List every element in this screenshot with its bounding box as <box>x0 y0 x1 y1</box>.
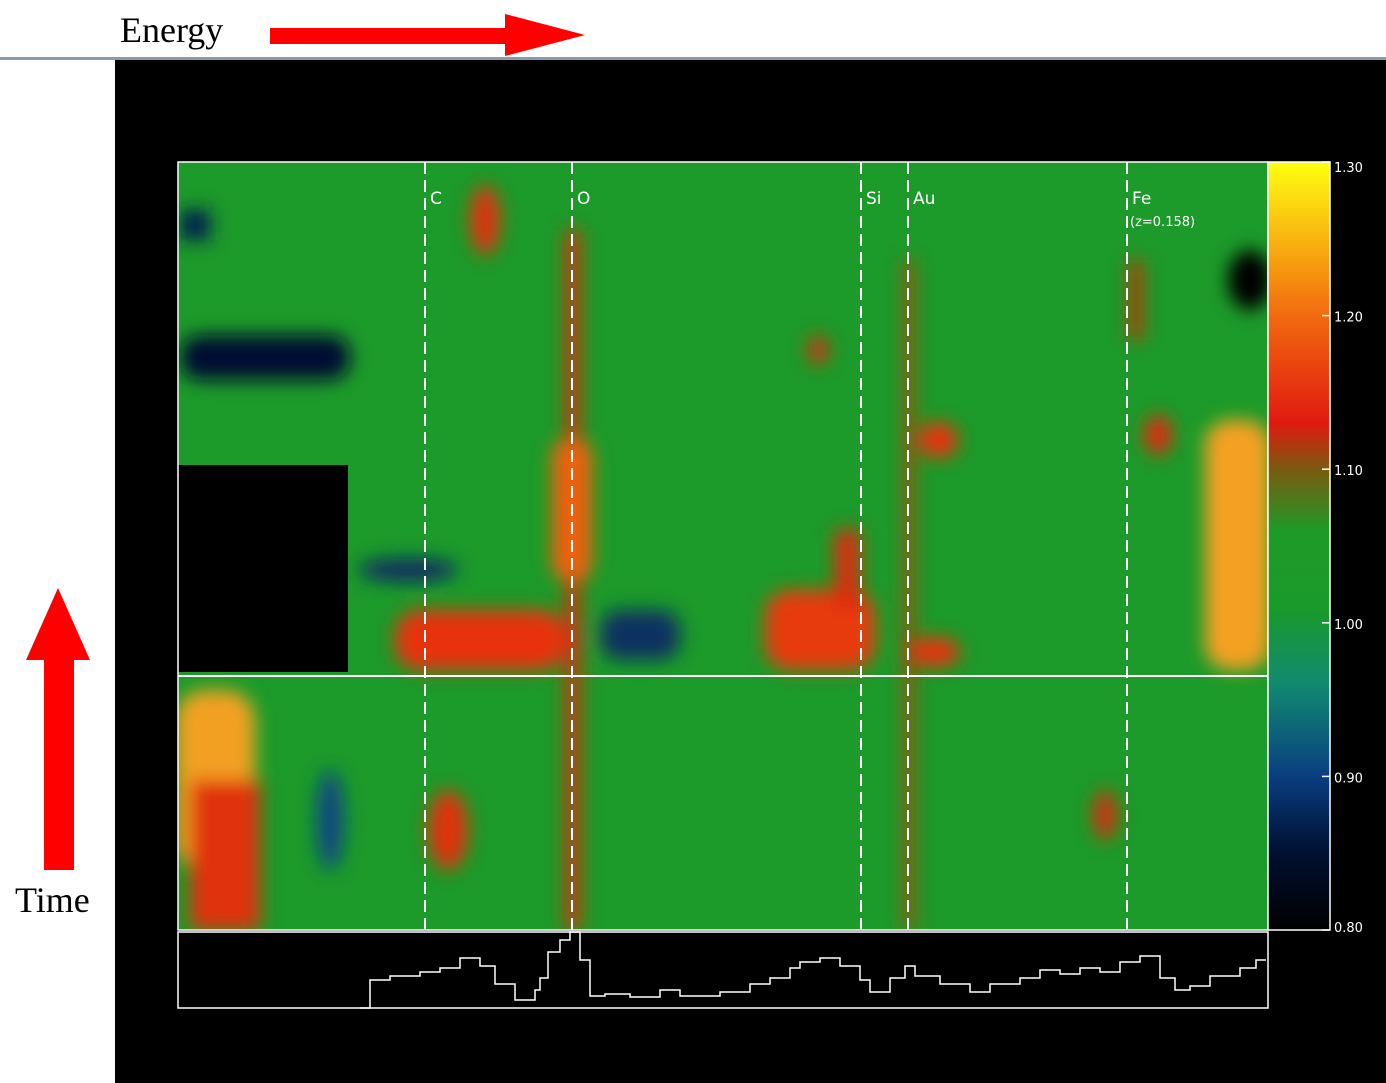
colorbar-tick-label: 0.90 <box>1334 771 1363 786</box>
spectrum-panel <box>178 932 1268 1008</box>
y-axis-label: Time <box>15 880 90 920</box>
colorbar-tick-label: 0.80 <box>1334 921 1363 936</box>
colorbar-tick-label: 1.20 <box>1334 311 1363 326</box>
time-arrow <box>26 588 90 870</box>
line-label: O <box>577 189 590 209</box>
redshift-label: (z=0.158) <box>1130 215 1195 230</box>
line-label: Au <box>913 189 935 209</box>
x-axis-label: Energy <box>120 10 223 50</box>
colorbar-tick-label: 1.00 <box>1334 618 1363 633</box>
heatmap <box>175 162 1272 930</box>
line-label: Si <box>866 189 882 209</box>
colorbar-tick-label: 1.30 <box>1334 161 1363 176</box>
divider <box>0 57 1386 60</box>
colorbar <box>1268 162 1330 930</box>
line-label: C <box>430 189 442 209</box>
colorbar-tick-label: 1.10 <box>1334 464 1363 479</box>
line-label: Fe <box>1132 189 1151 209</box>
energy-arrow <box>270 14 585 56</box>
chart: Energy Time <box>0 0 1386 1083</box>
